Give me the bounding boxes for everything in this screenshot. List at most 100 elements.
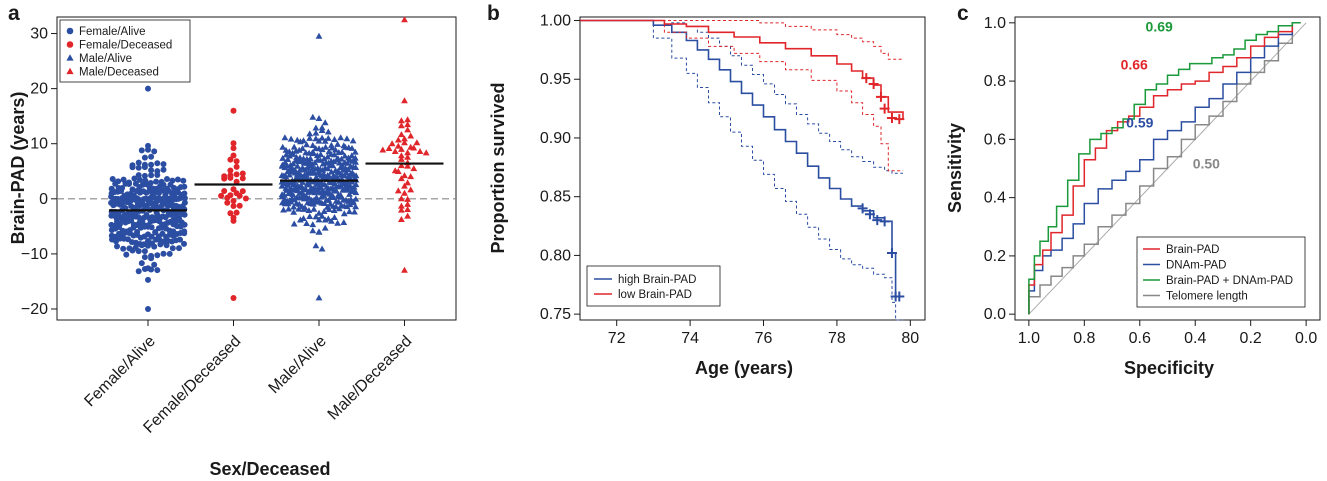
data-point: [334, 140, 341, 147]
auc-labels: 0.66 0.59 0.69 0.50: [1121, 19, 1221, 172]
panel-letter-c: c: [957, 2, 969, 25]
data-point: [352, 172, 360, 179]
data-point: [294, 162, 301, 169]
data-point: [300, 137, 307, 144]
data-point: [136, 176, 143, 183]
data-point: [398, 122, 405, 129]
data-point: [166, 250, 173, 257]
data-point: [293, 136, 301, 143]
x-tick-label-b: 76: [755, 330, 773, 347]
data-point: [422, 149, 430, 156]
data-point: [290, 208, 298, 215]
data-point: [230, 186, 237, 193]
data-point: [352, 203, 359, 210]
data-point: [288, 185, 296, 192]
data-point: [318, 245, 326, 252]
data-point: [299, 178, 306, 185]
data-point: [348, 152, 356, 159]
x-tick-label-c: 1.0: [1018, 330, 1040, 347]
data-point: [109, 176, 116, 182]
data-point: [300, 215, 307, 221]
data-point: [321, 200, 328, 206]
censor-mark: [857, 203, 868, 214]
data-point: [401, 16, 408, 23]
data-point: [224, 199, 231, 206]
data-point: [160, 161, 167, 168]
x-tick-label-b: 74: [681, 330, 699, 347]
data-point: [299, 145, 306, 152]
ci-upper-line: [580, 20, 903, 174]
data-point: [141, 161, 148, 168]
data-point: [129, 162, 136, 169]
data-point: [180, 177, 187, 184]
data-point: [351, 208, 358, 215]
data-point: [398, 195, 405, 202]
x-tick-label-a: Male/Deceased: [325, 333, 416, 424]
roc-curves: [1028, 22, 1301, 315]
censor-mark: [879, 216, 890, 227]
data-point: [401, 97, 408, 104]
data-point: [401, 135, 408, 142]
data-point: [145, 242, 151, 249]
data-point: [394, 142, 402, 149]
legend-c: Brain-PAD DNAm-PAD Brain-PAD + DNAm-PAD Tel…: [1136, 236, 1306, 308]
plot-frame-b: [579, 16, 926, 321]
y-tick-label-b: 0.75: [540, 306, 571, 323]
data-point: [324, 153, 331, 160]
survival-curves: [580, 19, 905, 321]
data-point: [123, 251, 130, 258]
group-mean-lines: [109, 162, 444, 212]
data-point: [151, 261, 158, 268]
data-point: [312, 173, 320, 180]
data-point: [282, 184, 290, 191]
data-point: [154, 168, 161, 175]
data-point: [138, 260, 145, 267]
x-tick-label-c: 0.8: [1073, 330, 1095, 347]
data-point: [169, 245, 176, 252]
data-point: [404, 200, 411, 207]
roc-line: [1028, 22, 1301, 315]
legend-label-c: Brain-PAD + DNAm-PAD: [1166, 275, 1293, 287]
data-point: [290, 220, 298, 227]
legend-label-a: Male/Alive: [79, 53, 132, 65]
data-point: [141, 172, 148, 179]
data-point: [227, 167, 234, 174]
data-point: [317, 151, 325, 158]
data-point: [148, 153, 155, 160]
y-tick-label-a: 30: [30, 26, 48, 43]
censor-mark: [864, 209, 875, 220]
data-point: [181, 240, 187, 247]
data-point: [126, 179, 132, 186]
data-point: [404, 121, 411, 128]
data-point: [398, 145, 405, 152]
data-point: [230, 295, 237, 301]
data-point: [239, 175, 246, 182]
data-point: [394, 187, 402, 194]
data-point: [407, 143, 415, 150]
data-point: [119, 200, 126, 207]
data-point: [302, 185, 309, 192]
data-point: [230, 152, 237, 159]
y-tick-label-b: 0.80: [540, 247, 571, 264]
data-point: [332, 146, 339, 153]
data-point: [407, 186, 415, 193]
data-point: [318, 124, 326, 131]
data-point: [388, 140, 396, 147]
data-point: [154, 252, 161, 259]
censor-mark: [875, 91, 886, 102]
data-point: [236, 202, 243, 209]
data-point: [154, 160, 161, 167]
legend-marker-a: [66, 54, 74, 61]
data-point: [147, 180, 154, 186]
data-point: [181, 183, 188, 190]
data-point: [310, 205, 318, 212]
data-point: [135, 164, 142, 171]
data-point: [284, 156, 292, 162]
data-point: [115, 178, 122, 185]
data-point: [312, 242, 320, 249]
data-point: [163, 242, 170, 249]
data-point: [145, 276, 151, 283]
data-point: [138, 242, 145, 249]
data-point: [329, 184, 336, 191]
data-point: [145, 306, 151, 312]
